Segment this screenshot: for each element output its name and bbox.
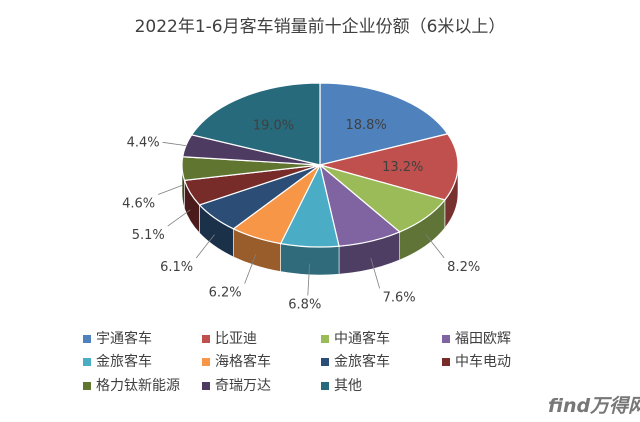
leader-line	[244, 254, 257, 284]
legend-swatch	[83, 358, 91, 366]
data-label: 6.8%	[288, 297, 321, 312]
legend-swatch	[83, 335, 91, 343]
pie-sides	[181, 164, 459, 276]
legend-swatch	[442, 358, 450, 366]
leader-line	[162, 141, 186, 147]
data-label: 6.2%	[209, 286, 242, 301]
data-label: 18.8%	[345, 118, 386, 133]
data-label: 13.2%	[382, 160, 423, 175]
data-label: 4.6%	[122, 196, 155, 211]
data-label: 8.2%	[447, 260, 480, 275]
data-labels: 18.8% 13.2% 8.2% 7.6% 6.8% 6.2% 6.1% 5.1% 4.6% 4.…	[122, 118, 480, 312]
legend-swatch	[321, 335, 329, 343]
legend-entry: 福田欧辉	[455, 331, 511, 347]
legend-swatch	[321, 382, 329, 390]
pie-slice	[319, 82, 449, 166]
data-label: 5.1%	[132, 228, 165, 243]
pie-slices	[181, 82, 459, 248]
data-label: 19.0%	[253, 118, 294, 133]
leader-line	[195, 234, 215, 259]
legend-swatch	[202, 335, 210, 343]
chart-title: 2022年1-6月客车销量前十企业份额（6米以上）	[135, 17, 506, 37]
leader-line	[307, 263, 311, 296]
leader-line	[158, 185, 183, 195]
legend-swatch	[83, 382, 91, 390]
legend-entry: 海格客车	[215, 353, 271, 370]
legend-swatch	[442, 335, 450, 343]
watermark-logo: find万得网	[548, 395, 640, 417]
legend-swatch	[202, 382, 210, 390]
watermark-text: find万得网	[548, 395, 640, 417]
leader-line	[425, 234, 445, 259]
legend-entry: 宇通客车	[96, 330, 152, 347]
legend-entry: 格力钛新能源	[96, 378, 180, 394]
legend-swatch	[202, 358, 210, 366]
pie-slice	[190, 82, 321, 166]
data-label: 6.1%	[160, 260, 193, 275]
data-label: 7.6%	[383, 290, 416, 305]
legend-entry: 中车电动	[455, 353, 511, 370]
legend-entry: 金旅客车	[334, 353, 390, 370]
data-label: 4.4%	[127, 135, 160, 150]
legend-entry: 其他	[334, 378, 362, 394]
pie-slice-side	[280, 243, 340, 276]
legend-entry: 中通客车	[334, 330, 390, 347]
legend-swatch	[321, 358, 329, 366]
legend-entry: 奇瑞万达	[215, 377, 271, 394]
leader-line	[167, 209, 191, 227]
legend-entry: 金旅客车	[96, 353, 152, 370]
pie-slice	[317, 133, 459, 201]
leader-line	[370, 257, 381, 289]
legend-entry: 比亚迪	[215, 331, 257, 347]
